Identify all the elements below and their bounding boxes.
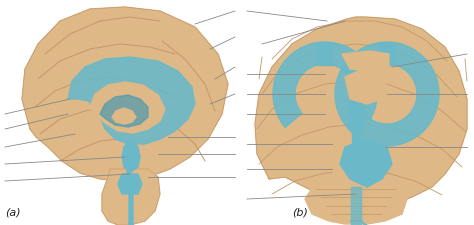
- Polygon shape: [122, 141, 140, 171]
- Polygon shape: [68, 58, 195, 144]
- Polygon shape: [350, 221, 367, 225]
- Polygon shape: [273, 43, 377, 128]
- Text: (a): (a): [5, 207, 21, 217]
- Polygon shape: [102, 169, 160, 225]
- Polygon shape: [317, 44, 333, 66]
- Polygon shape: [22, 8, 228, 181]
- Polygon shape: [112, 108, 136, 124]
- Polygon shape: [351, 187, 361, 225]
- Polygon shape: [342, 52, 389, 72]
- Polygon shape: [352, 127, 360, 144]
- Polygon shape: [345, 68, 387, 105]
- Polygon shape: [118, 174, 142, 194]
- Text: (b): (b): [292, 207, 308, 217]
- Polygon shape: [128, 157, 132, 171]
- Polygon shape: [90, 83, 165, 133]
- Polygon shape: [379, 44, 395, 66]
- Polygon shape: [100, 96, 148, 127]
- Polygon shape: [335, 43, 439, 146]
- Polygon shape: [340, 139, 392, 187]
- Polygon shape: [349, 72, 363, 129]
- Polygon shape: [305, 167, 407, 224]
- Polygon shape: [255, 18, 467, 207]
- Polygon shape: [127, 171, 133, 225]
